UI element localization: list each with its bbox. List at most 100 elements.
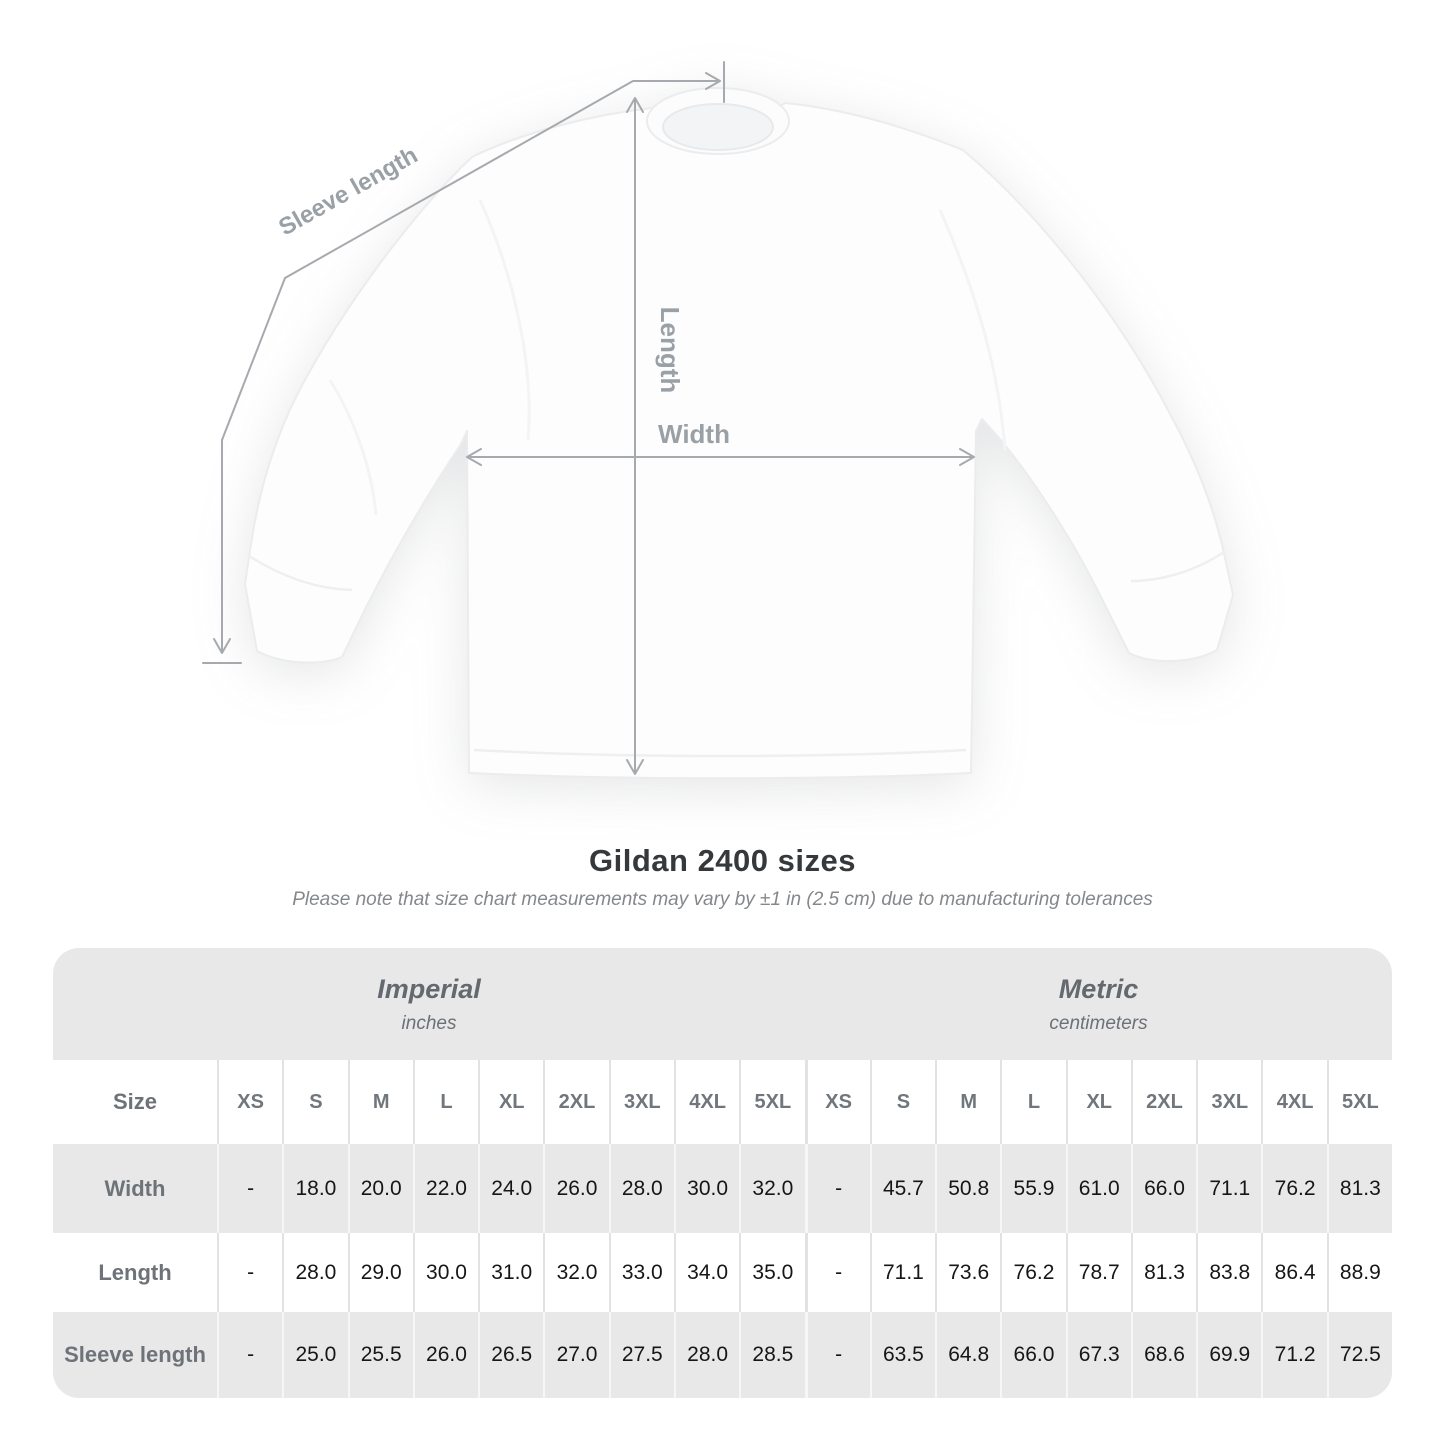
sleeve-length-value: 27.5 [608,1312,674,1398]
row-label-sleeve-length: Sleeve length [64,1342,206,1367]
width-value: 76.2 [1261,1144,1326,1233]
imperial-group-unit: inches [401,1013,457,1034]
width-value: 30.0 [673,1144,739,1233]
size-col-header: S [869,1060,935,1144]
size-col-header: XL [1065,1060,1131,1144]
width-value: 24.0 [478,1144,543,1233]
length-value: 28.0 [282,1233,347,1312]
row-label-width: Width [104,1175,166,1201]
width-value: 55.9 [1000,1144,1065,1233]
fabric-fold-right [938,209,1007,451]
size-chart-table: Imperial inches Metric centimeters Size … [53,948,1392,1398]
metric-group-unit: centimeters [1049,1013,1148,1034]
sleeve-length-row: Sleeve length - 25.0 25.5 26.0 26.5 27.0… [53,1312,1392,1398]
length-value: - [804,1233,870,1312]
shirt-outline [244,102,1234,780]
width-value: 66.0 [1130,1144,1196,1233]
page-subtitle: Please note that size chart measurements… [292,889,1153,910]
width-value: 45.7 [869,1144,935,1233]
width-label: Width [658,419,730,449]
size-col-header: 3XL [1196,1060,1261,1144]
width-value: 18.0 [282,1144,347,1233]
sleeve-length-value: 25.5 [347,1312,413,1398]
imperial-group-header: Imperial inches [53,948,805,1060]
width-row: Width - 18.0 20.0 22.0 24.0 26.0 28.0 30… [53,1144,1392,1233]
width-value: - [804,1144,870,1233]
size-row-label: Size [112,1089,158,1114]
length-value: 33.0 [608,1233,674,1312]
metric-group-header: Metric centimeters [805,948,1392,1060]
sleeve-length-value: 71.2 [1261,1312,1326,1398]
length-value: 83.8 [1196,1233,1261,1312]
length-value: 30.0 [412,1233,478,1312]
size-col-header: 3XL [608,1060,674,1144]
collar-opening [662,103,774,151]
length-value: 71.1 [869,1233,935,1312]
right-cuff-seam [1130,550,1225,583]
length-value: 32.0 [543,1233,608,1312]
size-col-header: XL [478,1060,543,1144]
length-value: 73.6 [935,1233,1000,1312]
sleeve-length-value: 27.0 [543,1312,608,1398]
size-col-header: M [935,1060,1000,1144]
shirt-illustration [244,87,1234,780]
length-value: 34.0 [673,1233,739,1312]
size-col-header: 5XL [739,1060,804,1144]
sleeve-length-value: 26.0 [412,1312,478,1398]
size-col-header: M [347,1060,413,1144]
length-value: - [217,1233,282,1312]
width-arrow [466,448,975,466]
sleeve-length-value: 25.0 [282,1312,347,1398]
size-col-header: 5XL [1326,1060,1392,1144]
imperial-group-title: Imperial [377,974,481,1004]
size-col-header: 4XL [1261,1060,1326,1144]
left-cuff-seam [248,554,353,592]
sleeve-length-value: 26.5 [478,1312,543,1398]
sleeve-length-value: 69.9 [1196,1312,1261,1398]
metric-group-title: Metric [1058,974,1139,1004]
fabric-fold-left [478,199,531,441]
size-col-header: 2XL [543,1060,608,1144]
size-col-header: L [412,1060,478,1144]
length-row: Length - 28.0 29.0 30.0 31.0 32.0 33.0 3… [53,1233,1392,1312]
sleeve-length-value: 63.5 [869,1312,935,1398]
sleeve-length-value: 28.5 [739,1312,804,1398]
width-value: 32.0 [739,1144,804,1233]
size-col-header: S [282,1060,347,1144]
length-value: 88.9 [1326,1233,1392,1312]
size-col-header: 4XL [673,1060,739,1144]
width-value: 81.3 [1326,1144,1392,1233]
sleeve-length-value: 68.6 [1130,1312,1196,1398]
size-col-header: L [1000,1060,1065,1144]
width-value: 22.0 [412,1144,478,1233]
length-value: 86.4 [1261,1233,1326,1312]
size-header-row: Size XS S M L XL 2XL 3XL 4XL 5XL XS S M … [53,1060,1392,1144]
sleeve-length-value: 28.0 [673,1312,739,1398]
shirt-measurement-diagram: Sleeve length Length Width [202,61,1234,780]
heading: Gildan 2400 sizes Please note that size … [0,843,1445,911]
sleeve-length-value: 66.0 [1000,1312,1065,1398]
sleeve-length-arrow [202,61,725,664]
length-value: 29.0 [347,1233,413,1312]
unit-group-header-row: Imperial inches Metric centimeters [53,948,1392,1060]
size-col-header: XS [217,1060,282,1144]
length-value: 35.0 [739,1233,804,1312]
sleeve-length-value: 67.3 [1065,1312,1131,1398]
row-label-length: Length [98,1259,172,1285]
width-value: - [217,1144,282,1233]
length-arrow [626,97,644,775]
width-value: 61.0 [1065,1144,1131,1233]
size-col-header: 2XL [1130,1060,1196,1144]
length-value: 78.7 [1065,1233,1131,1312]
size-col-header: XS [804,1060,870,1144]
sleeve-length-value: 72.5 [1326,1312,1392,1398]
length-value: 31.0 [478,1233,543,1312]
length-label: Length [655,307,685,394]
width-value: 28.0 [608,1144,674,1233]
sleeve-length-value: - [804,1312,870,1398]
sleeve-length-value: 64.8 [935,1312,1000,1398]
length-value: 76.2 [1000,1233,1065,1312]
sleeve-length-label: Sleeve length [274,142,422,242]
page-title: Gildan 2400 sizes [589,843,856,878]
